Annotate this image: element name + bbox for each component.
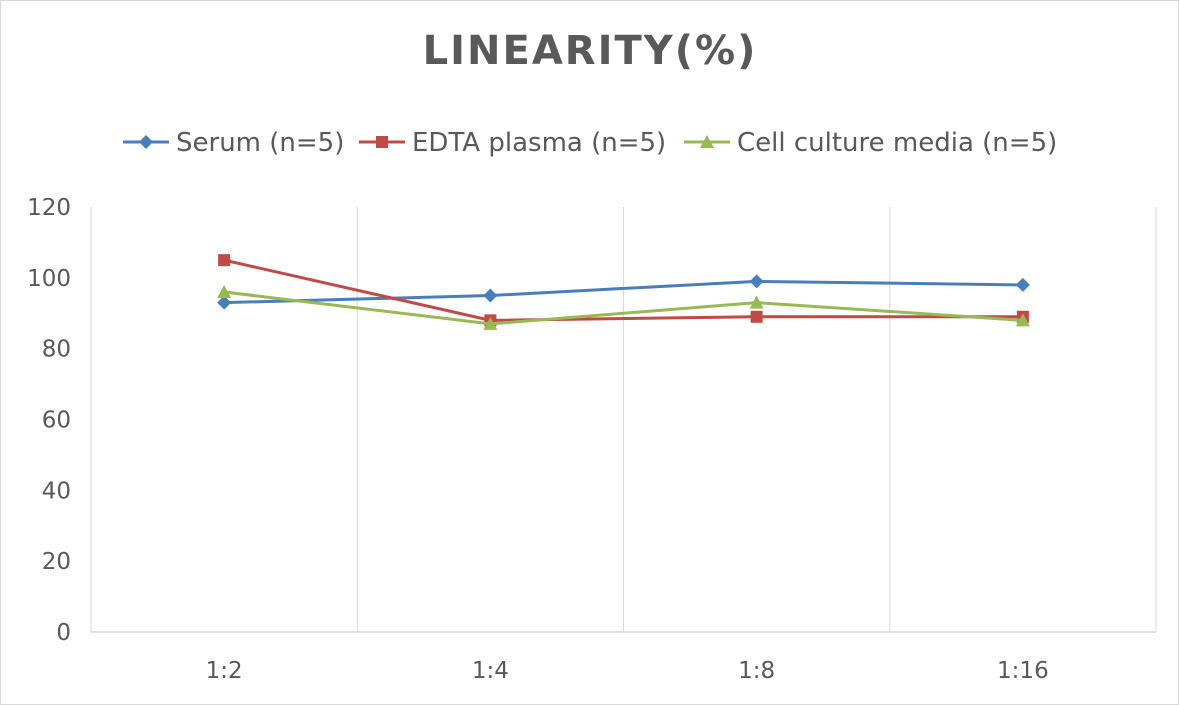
y-axis: 0 20 40 60 80 100 120 xyxy=(27,195,71,646)
x-tick-label: 1:16 xyxy=(997,658,1049,684)
x-tick-label: 1:8 xyxy=(738,658,775,684)
data-point xyxy=(217,295,232,310)
y-tick-label: 60 xyxy=(42,408,71,434)
legend-label: Cell culture media (n=5) xyxy=(737,128,1057,158)
data-point xyxy=(483,288,498,303)
legend-marker xyxy=(700,135,714,148)
data-point xyxy=(483,316,498,330)
data-point xyxy=(749,295,764,309)
x-axis: 1:2 1:4 1:8 1:16 xyxy=(206,658,1049,684)
data-point xyxy=(217,285,232,298)
y-tick-label: 120 xyxy=(27,195,71,221)
legend-label: Serum (n=5) xyxy=(176,128,344,158)
legend-marker xyxy=(139,135,153,149)
y-tick-label: 40 xyxy=(42,478,71,504)
y-tick-label: 100 xyxy=(27,266,71,292)
data-point xyxy=(749,274,764,289)
series-line xyxy=(223,258,1023,322)
data-point xyxy=(750,310,763,323)
y-tick-label: 0 xyxy=(56,620,71,646)
legend: Serum (n=5) EDTA plasma (n=5) Cell culture… xyxy=(123,128,1057,158)
series-cell xyxy=(217,285,1030,330)
legend-marker xyxy=(376,136,388,148)
legend-label: EDTA plasma (n=5) xyxy=(412,128,666,158)
chart-title: LINEARITY(%) xyxy=(423,28,758,74)
data-point xyxy=(1015,313,1030,327)
series-serum xyxy=(217,274,1030,310)
grid xyxy=(90,207,1157,633)
data-point xyxy=(218,254,231,267)
x-tick-label: 1:2 xyxy=(206,658,243,684)
series-group xyxy=(217,254,1030,330)
series-line xyxy=(224,279,1023,305)
y-tick-label: 20 xyxy=(42,549,71,575)
data-point xyxy=(1015,277,1030,292)
series-line xyxy=(223,290,1023,326)
y-tick-label: 80 xyxy=(42,337,71,363)
x-tick-label: 1:4 xyxy=(472,658,509,684)
